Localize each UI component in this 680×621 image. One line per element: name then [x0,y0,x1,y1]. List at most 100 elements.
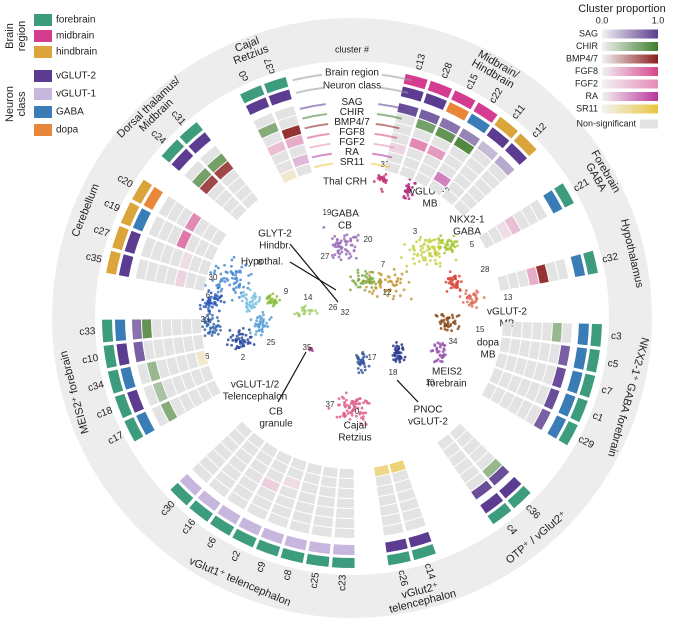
umap-point [247,274,251,277]
umap-point [248,335,252,339]
nonsignificant-cell [143,384,159,407]
umap-point [348,417,352,421]
umap-point [357,357,360,361]
umap-point [461,300,465,304]
umap-point [238,282,242,286]
nonsignificant-cell [394,479,413,493]
umap-point [203,320,207,324]
umap-point [419,244,423,248]
umap-point [350,413,354,417]
umap-point [393,273,397,277]
umap-point [445,290,449,293]
umap-point [439,234,443,238]
nonsignificant-cell [465,157,485,176]
umap-point [236,270,240,274]
nonsignificant-cell [202,223,218,242]
key-arc [314,162,334,169]
umap-point [272,299,276,303]
nonsignificant-cell [295,163,312,177]
brain-region-cell [124,417,144,442]
nonsignificant-cell [156,359,170,379]
umap-point [219,328,222,332]
nonsignificant-cell [404,516,426,532]
brain-region-cell [103,344,117,369]
key-arc [376,113,402,120]
umap-point [245,306,249,310]
brain-region-cell [487,502,512,525]
umap-point [347,256,351,260]
umap-point [333,253,337,257]
umap-point [419,248,423,252]
legend-gradient [602,79,658,89]
umap-point [361,279,365,283]
proportion-cell [418,109,441,125]
umap-point [348,288,352,292]
nonsignificant-cell [193,218,210,237]
nonsignificant-cell [442,442,461,459]
umap-point [452,285,455,289]
brain-region-cell [170,482,194,506]
legend-gradient [602,29,658,39]
nonsignificant-cell [399,166,417,180]
umap-point [245,293,248,296]
nonsignificant-cell [137,363,151,385]
umap-point [475,297,479,301]
umap-point [353,245,357,249]
umap-point [368,290,371,294]
nonsignificant-cell [531,322,542,340]
umap-cluster-number: 18 [389,368,398,377]
nonsignificant-cell [469,444,488,463]
umap-point [407,197,411,201]
nonsignificant-cell [453,173,472,191]
umap-point [401,346,404,350]
umap-point [403,355,407,359]
umap-point [233,277,237,281]
umap-point [234,338,237,342]
umap-point [405,264,409,268]
nonsignificant-cell [213,442,233,461]
umap-point [458,287,462,291]
nonsignificant-cell [158,196,177,218]
umap-point [240,265,244,269]
umap-point [423,238,427,242]
nonsignificant-cell [247,432,265,449]
legend-label: midbrain [56,31,94,42]
nonsignificant-cell [206,449,226,469]
umap-point [407,188,411,192]
umap-point [456,327,460,331]
umap-point [222,276,226,280]
umap-point [322,225,326,229]
umap-point [356,271,360,275]
nonsignificant-cell [294,501,315,515]
umap-point [398,360,402,364]
umap-point [331,243,335,247]
cluster-label: c7 [600,384,614,398]
nonsignificant-cell [418,163,436,179]
umap-point [252,294,255,298]
nonsignificant-cell [545,261,559,282]
umap-point [355,353,358,357]
umap-point [219,289,223,293]
umap-point [457,313,461,317]
neuron-class-cell [217,504,241,525]
nonsignificant-cell [188,255,203,273]
proportion-cell [160,401,178,422]
brain-region-cell [189,500,213,522]
nonsignificant-cell [199,456,220,476]
proportion-cell [496,221,512,240]
nonsignificant-cell [297,491,317,505]
nonsignificant-cell [206,380,221,398]
nonsignificant-cell [430,135,451,152]
umap-annotation: vGLUT-1/2 [231,380,280,391]
umap-point [429,349,433,353]
nonsignificant-cell [335,508,355,518]
neuron-class-cell [171,148,194,171]
umap-cluster-number: 35 [303,343,312,352]
nonsignificant-cell [292,510,313,524]
umap-point [267,300,271,304]
proportion-cell [199,175,219,195]
umap-point [399,355,403,359]
neuron-class-cell [188,132,211,154]
umap-point [398,358,401,362]
umap-point [238,329,241,332]
